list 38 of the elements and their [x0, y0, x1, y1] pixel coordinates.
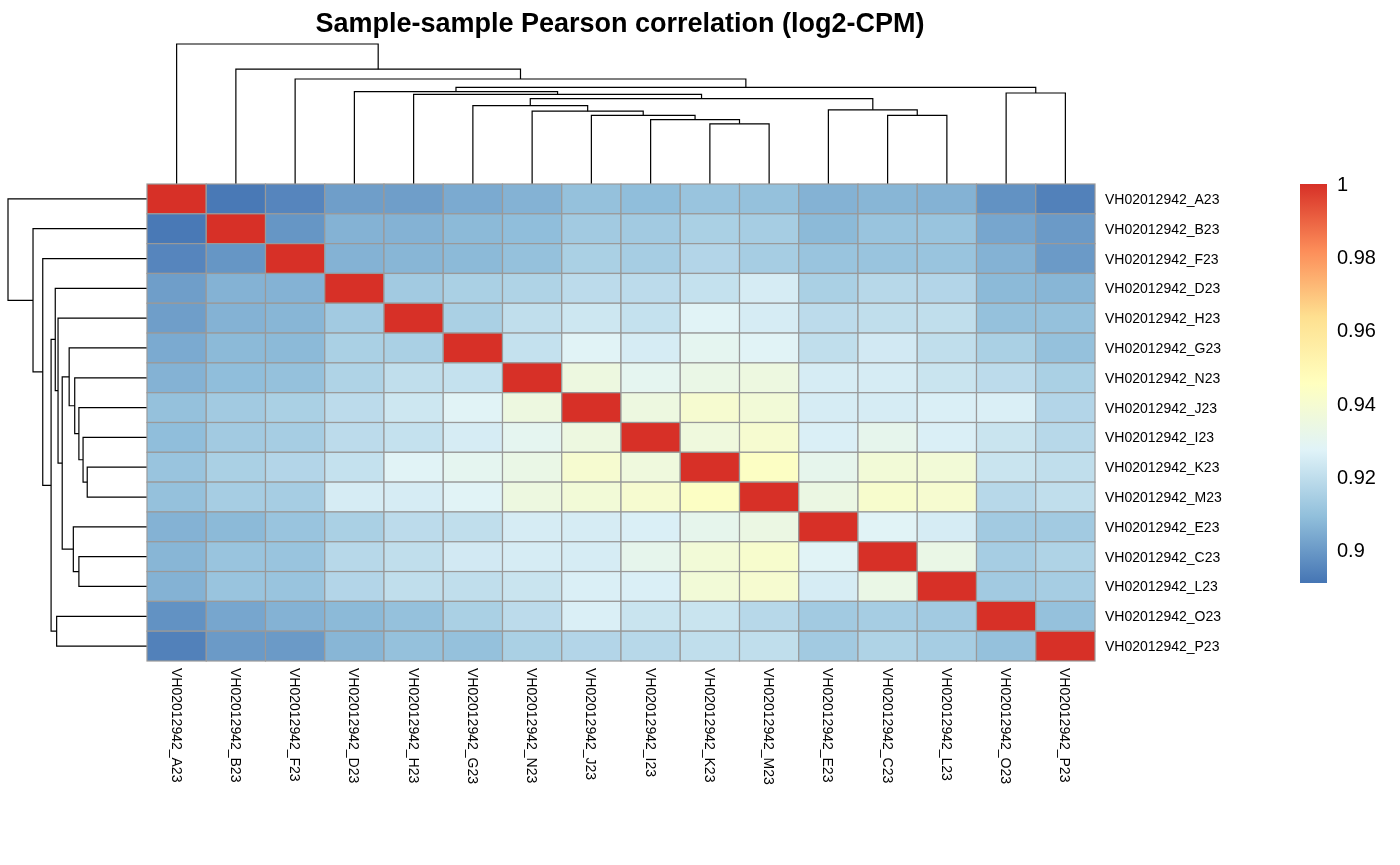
- x-tick-label: VH02012942_B23: [227, 668, 244, 783]
- y-tick-label: VH02012942_B23: [1105, 220, 1220, 237]
- y-tick-label: VH02012942_K23: [1105, 459, 1220, 476]
- y-tick-label: VH02012942_L23: [1105, 578, 1219, 595]
- x-tick-label: VH02012942_M23: [761, 668, 778, 785]
- x-tick-label: VH02012942_O23: [998, 668, 1015, 785]
- x-tick-label: VH02012942_C23: [879, 668, 896, 784]
- y-tick-label: VH02012942_D23: [1105, 280, 1221, 297]
- x-tick-label: VH02012942_F23: [287, 668, 304, 782]
- x-tick-label: VH02012942_D23: [346, 668, 363, 784]
- x-tick-label: VH02012942_A23: [168, 668, 185, 783]
- y-tick-label: VH02012942_O23: [1105, 608, 1222, 625]
- x-tick-label: VH02012942_L23: [938, 668, 955, 782]
- x-tick-label: VH02012942_K23: [701, 668, 718, 783]
- color-bar-label: 1: [1337, 173, 1349, 195]
- y-tick-label: VH02012942_M23: [1105, 489, 1222, 506]
- x-tick-label: VH02012942_G23: [464, 668, 481, 785]
- y-tick-label: VH02012942_P23: [1105, 638, 1220, 655]
- y-tick-label: VH02012942_G23: [1105, 339, 1222, 356]
- y-tick-label: VH02012942_E23: [1105, 518, 1220, 535]
- color-bar-label: 0.96: [1337, 319, 1376, 342]
- color-bar-label: 0.94: [1337, 392, 1376, 415]
- color-bar-label: 0.92: [1337, 465, 1376, 488]
- y-tick-label: VH02012942_F23: [1105, 250, 1219, 267]
- y-tick-label: VH02012942_I23: [1105, 429, 1215, 446]
- x-tick-label: VH02012942_J23: [583, 668, 600, 781]
- color-bar-label: 0.98: [1337, 246, 1376, 269]
- chart-title: Sample-sample Pearson correlation (log2-CPM): [315, 8, 925, 38]
- x-tick-label: VH02012942_E23: [820, 668, 837, 783]
- y-tick-label: VH02012942_N23: [1105, 369, 1221, 386]
- x-tick-label: VH02012942_H23: [405, 668, 422, 784]
- y-tick-label: VH02012942_J23: [1105, 399, 1218, 416]
- y-tick-label: VH02012942_C23: [1105, 548, 1221, 565]
- color-bar-label: 0.9: [1337, 539, 1365, 562]
- y-tick-label: VH02012942_A23: [1105, 190, 1220, 207]
- y-tick-label: VH02012942_H23: [1105, 310, 1221, 327]
- x-tick-label: VH02012942_I23: [642, 668, 659, 778]
- x-tick-label: VH02012942_N23: [524, 668, 541, 784]
